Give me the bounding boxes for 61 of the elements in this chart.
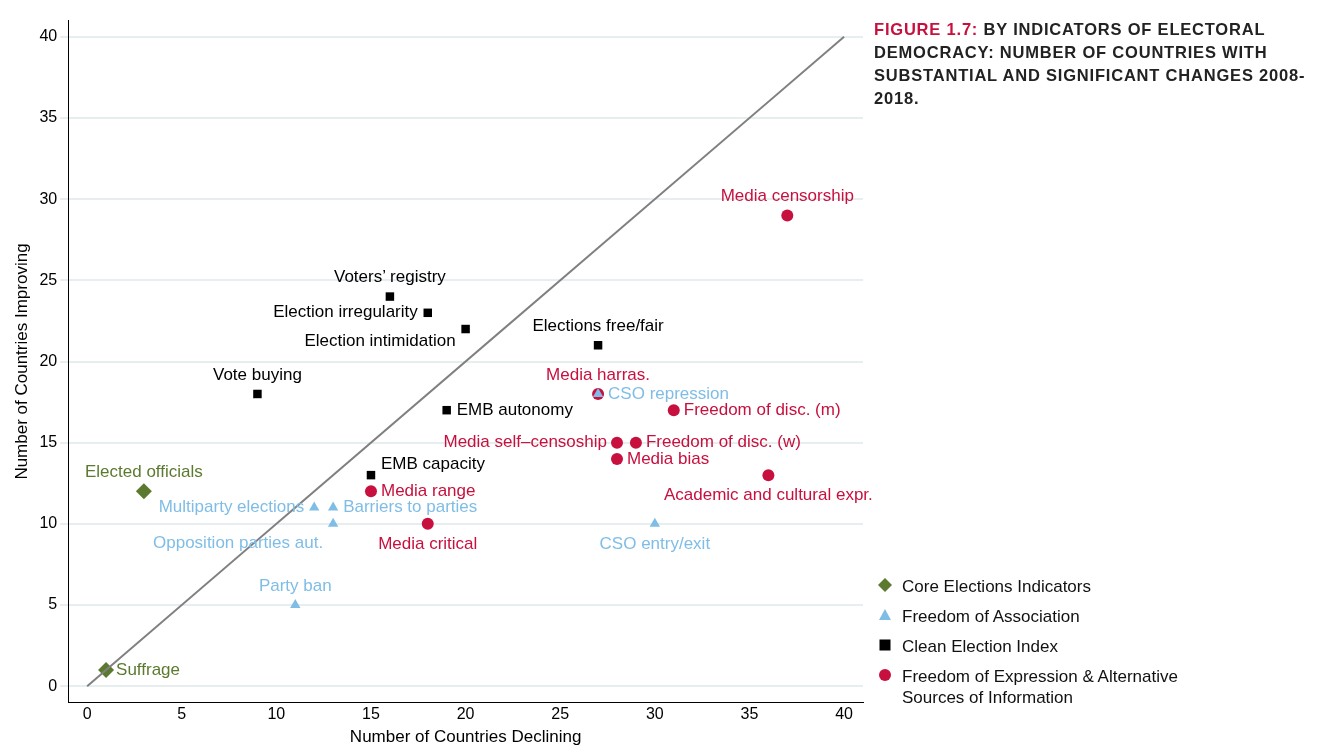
- point: [364, 485, 377, 498]
- data-label: EMB autonomy: [456, 399, 574, 419]
- point: [327, 501, 339, 511]
- data-label: Election intimidation: [304, 330, 456, 350]
- x-tick-label: 20: [456, 705, 475, 723]
- data-label: Media censorship: [720, 186, 854, 206]
- data-label: EMB capacity: [380, 453, 486, 473]
- point: [610, 436, 623, 449]
- point: [667, 404, 680, 417]
- point: [649, 517, 661, 527]
- data-label: Media range: [380, 481, 476, 501]
- data-label: Party ban: [258, 575, 332, 595]
- point: [781, 209, 794, 222]
- legend-label: Freedom of Association: [902, 606, 1081, 627]
- point: [309, 501, 320, 511]
- point: [135, 483, 152, 500]
- y-tick-label: 40: [39, 27, 58, 45]
- point: [593, 341, 603, 350]
- y-tick-label: 30: [39, 189, 58, 207]
- x-axis-title: Number of Countries Declining: [349, 727, 582, 747]
- y-tick-label: 15: [39, 433, 58, 451]
- y-tick-label: 20: [39, 351, 58, 369]
- x-tick-label: 5: [177, 705, 187, 723]
- y-tick-label: 5: [48, 595, 58, 613]
- point: [629, 436, 642, 449]
- data-label: Elected officials: [84, 462, 203, 482]
- x-tick-label: 15: [362, 705, 380, 723]
- point: [253, 389, 262, 399]
- data-label: Election irregularity: [273, 302, 419, 322]
- point: [290, 599, 301, 608]
- y-tick-label: 10: [39, 514, 58, 532]
- data-label: Suffrage: [116, 659, 181, 679]
- data-label: Vote buying: [213, 364, 302, 384]
- data-label: Voters’ registry: [334, 267, 447, 287]
- text: FIGURE 1.7: BY INDICATORS OF ELECTORAL DEMOCRACY: NUMBER OF COUNTRIES WITH SUBSTANTIAL AND SIGNIFICANT CHANGES 2008-2018.: [874, 20, 1306, 107]
- data-label: Media self–censoship: [443, 432, 607, 452]
- point: [327, 517, 339, 527]
- x-tick-label: 40: [835, 705, 854, 723]
- data-label: Media critical: [378, 533, 478, 553]
- data-label: Elections free/fair: [532, 315, 665, 335]
- x-tick-label: 30: [645, 705, 664, 723]
- data-label: CSO entry/exit: [599, 533, 711, 553]
- data-label: Media harras.: [546, 364, 651, 384]
- data-label: Academic and cultural expr.: [663, 484, 873, 504]
- y-tick-label: 35: [39, 108, 58, 126]
- point: [442, 405, 451, 415]
- legend-label: Core Elections Indicators: [902, 576, 1092, 597]
- x-tick-label: 10: [267, 705, 286, 723]
- y-axis-title: Number of Countries Improving: [11, 243, 31, 480]
- point: [385, 292, 395, 301]
- point: [461, 324, 470, 334]
- point: [610, 452, 623, 465]
- legend-label: Freedom of Expression & Alternative Sources of Information: [902, 666, 1179, 708]
- legend-label: Clean Election Index: [902, 636, 1059, 657]
- y-tick-label: 0: [48, 676, 58, 694]
- point: [762, 469, 775, 482]
- x-tick-label: 0: [82, 705, 92, 723]
- x-tick-label: 25: [551, 705, 570, 723]
- point: [421, 517, 434, 530]
- y-tick-label: 25: [39, 270, 58, 288]
- x-tick-label: 35: [740, 705, 759, 723]
